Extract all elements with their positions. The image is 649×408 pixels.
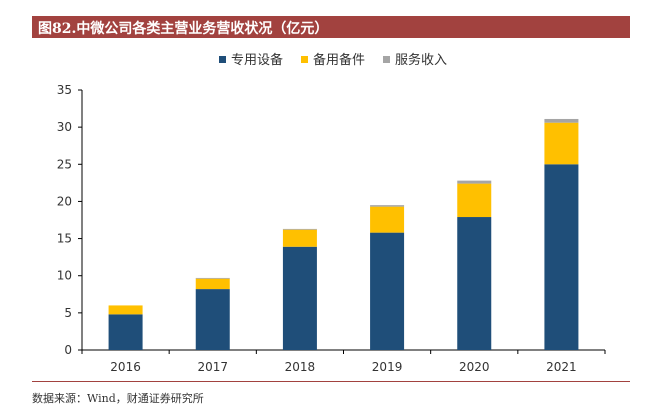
title-bar: 图82.中微公司各类主营业务营收状况（亿元） xyxy=(32,16,630,38)
y-tick-label: 35 xyxy=(57,83,72,97)
x-tick-label: 2020 xyxy=(459,360,490,374)
bar-2021-series-1 xyxy=(544,122,579,165)
bar-2017-series-2 xyxy=(195,277,230,279)
bar-2018-series-2 xyxy=(282,228,317,230)
bar-2019-series-2 xyxy=(370,205,405,207)
bar-2020-series-2 xyxy=(457,180,492,184)
footer-divider xyxy=(32,381,630,382)
bar-2021-series-0 xyxy=(544,164,579,350)
bar-2017-series-0 xyxy=(195,289,230,350)
legend-label: 服务收入 xyxy=(395,52,447,68)
x-tick-label: 2017 xyxy=(197,360,228,374)
y-tick-label: 10 xyxy=(57,269,72,283)
y-tick-label: 0 xyxy=(64,343,72,357)
bar-2017-series-1 xyxy=(195,278,230,290)
bar-2020-series-0 xyxy=(457,217,492,350)
source-note: 数据来源：Wind，财通证券研究所 xyxy=(32,392,204,405)
y-tick-label: 15 xyxy=(57,232,72,246)
bar-2020-series-1 xyxy=(457,183,492,218)
bar-2018-series-1 xyxy=(282,229,317,247)
stacked-bar-chart: 0 5 10 15 20 25 30 35 2016 2017 2018 2019 2020 2021 专用… xyxy=(57,52,606,374)
bar-2016-series-1 xyxy=(108,305,143,315)
chart-title: 图82.中微公司各类主营业务营收状况（亿元） xyxy=(38,21,329,37)
legend-label: 专用设备 xyxy=(231,52,283,68)
y-tick-label: 5 xyxy=(64,306,72,320)
y-tick-label: 25 xyxy=(57,157,72,171)
x-tick-label: 2021 xyxy=(546,360,577,374)
y-tick-label: 20 xyxy=(57,194,72,208)
y-tick-label: 30 xyxy=(57,120,72,134)
bar-2018-series-0 xyxy=(282,246,317,350)
legend-label: 备用备件 xyxy=(313,52,365,68)
x-tick-label: 2019 xyxy=(372,360,403,374)
legend-swatch xyxy=(383,56,390,63)
x-tick-label: 2016 xyxy=(110,360,141,374)
x-tick-label: 2018 xyxy=(285,360,316,374)
bar-2021-series-2 xyxy=(544,118,579,123)
bar-2019-series-1 xyxy=(370,206,405,233)
legend-swatch xyxy=(301,56,308,63)
bar-2016-series-0 xyxy=(108,314,143,350)
bar-2019-series-0 xyxy=(370,232,405,350)
legend-swatch xyxy=(219,56,226,63)
